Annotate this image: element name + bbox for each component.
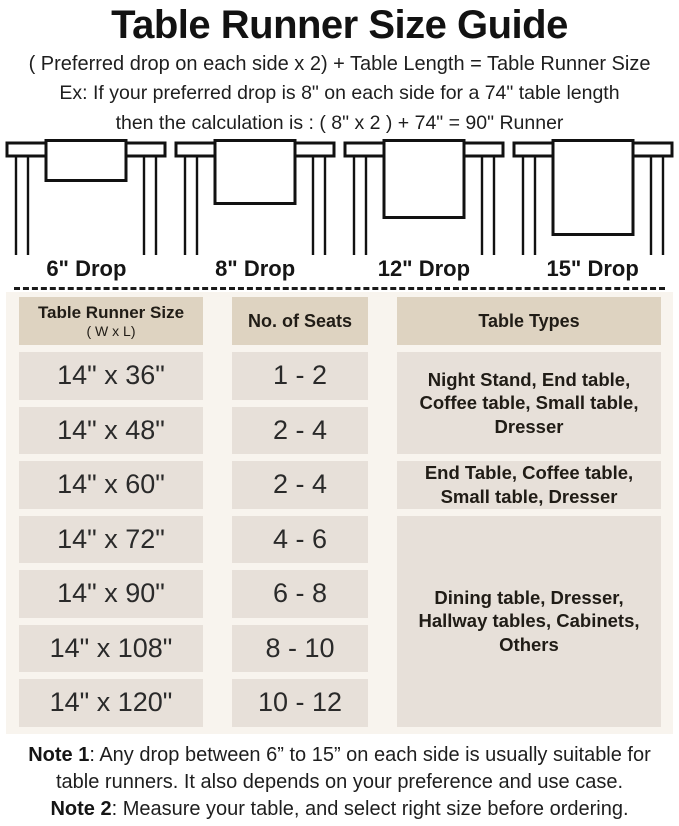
runner-size-cell: 14" x 72"	[19, 515, 203, 564]
table-types-cell-small: Night Stand, End table, Coffee table, Sm…	[397, 352, 661, 455]
runner-size-cell: 14" x 90"	[19, 570, 203, 618]
table-runner-figure-6-drop	[5, 139, 167, 256]
drop-illustrations	[0, 139, 679, 256]
table-runner-figure-12-drop	[343, 139, 505, 256]
page-title: Table Runner Size Guide	[111, 3, 568, 47]
drop-label-15: 15" Drop	[546, 256, 639, 282]
dashed-divider	[14, 287, 665, 291]
runner-size-cell: 14" x 36"	[19, 352, 203, 400]
table-runner-figure-15-drop	[512, 139, 674, 256]
drop-labels-row: 6" Drop 8" Drop 12" Drop 15" Drop	[0, 255, 679, 287]
col-header-seats: No. of Seats	[232, 297, 368, 346]
note-1: Note 1: Any drop between 6” to 15” on ea…	[6, 742, 673, 796]
runner-size-cell: 14" x 60"	[19, 461, 203, 509]
note-1-text: : Any drop between 6” to 15” on each sid…	[55, 743, 651, 793]
note-2-text: : Measure your table, and select right s…	[111, 798, 629, 821]
table-runner-figure-8-drop	[174, 139, 336, 256]
notes-section: Note 1: Any drop between 6” to 15” on ea…	[0, 734, 679, 824]
runner-size-cell: 14" x 48"	[19, 406, 203, 455]
table-types-cell-large: Dining table, Dresser, Hallway tables, C…	[397, 515, 661, 727]
col-header-table-types: Table Types	[397, 297, 661, 346]
table-types-cell-medium: End Table, Coffee table, Small table, Dr…	[397, 461, 661, 509]
runner-size-cell: 14" x 120"	[19, 679, 203, 727]
header-section: Table Runner Size Guide ( Preferred drop…	[0, 0, 679, 138]
drop-label-8: 8" Drop	[215, 256, 296, 282]
note-1-label: Note 1	[28, 743, 90, 766]
seats-cell: 8 - 10	[232, 624, 368, 673]
col-header-runner-size: Table Runner Size ( W x L)	[19, 297, 203, 346]
seats-cell: 2 - 4	[232, 461, 368, 509]
runner-size-cell: 14" x 108"	[19, 624, 203, 673]
seats-cell: 4 - 6	[232, 515, 368, 564]
size-table: Table Runner Size ( W x L) No. of Seats …	[6, 292, 673, 734]
seats-cell: 1 - 2	[232, 352, 368, 400]
seats-cell: 6 - 8	[232, 570, 368, 618]
col-header-runner-size-sub: ( W x L)	[86, 322, 136, 339]
example-line-2: then the calculation is : ( 8" x 2 ) + 7…	[115, 112, 564, 135]
drop-label-12: 12" Drop	[377, 256, 471, 282]
formula-text: ( Preferred drop on each side x 2) + Tab…	[28, 52, 651, 75]
note-2: Note 2: Measure your table, and select r…	[6, 796, 673, 823]
seats-cell: 2 - 4	[232, 406, 368, 455]
example-line-1: Ex: If your preferred drop is 8" on each…	[59, 81, 620, 104]
drop-label-6: 6" Drop	[46, 256, 127, 282]
note-2-label: Note 2	[50, 798, 112, 821]
seats-cell: 10 - 12	[232, 679, 368, 727]
col-header-runner-size-title: Table Runner Size	[37, 303, 185, 323]
